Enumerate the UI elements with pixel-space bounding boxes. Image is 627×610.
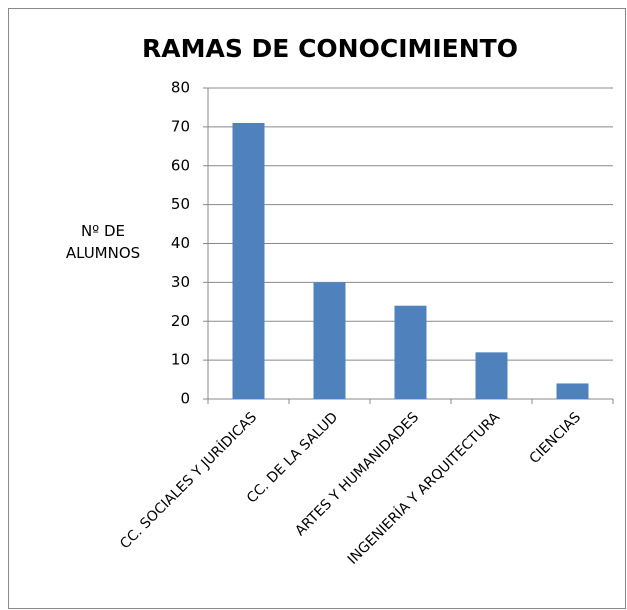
bar — [313, 282, 346, 399]
bar — [394, 305, 427, 399]
bar — [475, 352, 508, 399]
y-tick-label: 50 — [171, 195, 190, 213]
chart-title: RAMAS DE CONOCIMIENTO — [142, 34, 518, 63]
bar — [556, 383, 589, 399]
y-tick-label: 30 — [171, 273, 190, 291]
y-tick-label: 10 — [171, 351, 190, 369]
y-tick-label: 40 — [171, 234, 190, 252]
y-tick-label: 60 — [171, 156, 190, 174]
y-tick-label: 20 — [171, 312, 190, 330]
y-tick-label: 70 — [171, 117, 190, 135]
y-tick-label: 80 — [171, 79, 190, 97]
y-tick-label: 0 — [180, 390, 190, 408]
bar — [232, 122, 265, 400]
y-axis-label: Nº DE ALUMNOS — [65, 222, 141, 262]
